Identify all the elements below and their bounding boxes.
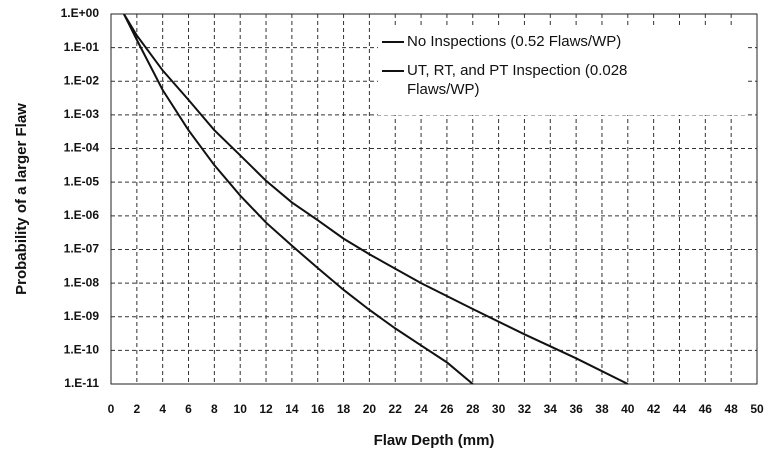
legend-label: UT, RT, and PT Inspection (0.028 Flaws/W… — [407, 62, 628, 98]
y-tick-label: 1.E-10 — [64, 343, 100, 357]
x-axis-title: Flaw Depth (mm) — [374, 432, 495, 449]
x-tick-label: 50 — [750, 402, 764, 416]
series-line — [123, 13, 474, 385]
legend-swatch — [382, 41, 404, 43]
y-tick-label: 1.E-05 — [64, 174, 100, 188]
y-tick-label: 1.E+00 — [61, 6, 100, 20]
x-tick-label: 24 — [414, 402, 428, 416]
x-tick-label: 42 — [647, 402, 661, 416]
x-tick-label: 16 — [311, 402, 325, 416]
x-tick-label: 6 — [185, 402, 192, 416]
x-tick-label: 34 — [544, 402, 558, 416]
x-tick-label: 22 — [389, 402, 403, 416]
x-tick-label: 48 — [724, 402, 738, 416]
y-tick-label: 1.E-07 — [64, 242, 100, 256]
legend-swatch — [382, 70, 404, 72]
x-tick-label: 2 — [133, 402, 140, 416]
x-tick-label: 14 — [285, 402, 299, 416]
x-tick-label: 4 — [159, 402, 166, 416]
legend-entry: No Inspections (0.52 Flaws/WP) — [382, 32, 742, 51]
x-tick-label: 46 — [699, 402, 713, 416]
x-tick-label: 8 — [211, 402, 218, 416]
legend-entry: UT, RT, and PT Inspection (0.028 Flaws/W… — [382, 61, 742, 99]
plot-frame — [110, 13, 758, 385]
y-tick-label: 1.E-08 — [64, 275, 100, 289]
y-tick-label: 1.E-02 — [64, 73, 100, 87]
series-line — [123, 13, 629, 385]
y-tick-label: 1.E-03 — [64, 107, 100, 121]
x-tick-label: 36 — [569, 402, 583, 416]
y-tick-label: 1.E-09 — [64, 309, 100, 323]
legend: No Inspections (0.52 Flaws/WP) UT, RT, an… — [378, 26, 746, 115]
y-tick-label: 1.E-01 — [64, 40, 100, 54]
x-tick-label: 20 — [363, 402, 377, 416]
y-tick-label: 1.E-06 — [64, 208, 100, 222]
x-tick-label: 12 — [259, 402, 273, 416]
x-tick-label: 40 — [621, 402, 635, 416]
x-tick-label: 32 — [518, 402, 532, 416]
x-tick-label: 44 — [673, 402, 687, 416]
x-tick-label: 28 — [466, 402, 480, 416]
x-tick-label: 0 — [108, 402, 115, 416]
x-tick-label: 26 — [440, 402, 454, 416]
y-axis-title: Probability of a larger Flaw — [13, 103, 30, 295]
x-tick-label: 38 — [595, 402, 609, 416]
y-tick-label: 1.E-11 — [64, 376, 99, 390]
y-tick-label: 1.E-04 — [64, 141, 100, 155]
x-tick-label: 30 — [492, 402, 506, 416]
x-tick-label: 10 — [234, 402, 248, 416]
x-tick-label: 18 — [337, 402, 351, 416]
legend-label: No Inspections (0.52 Flaws/WP) — [407, 33, 622, 50]
